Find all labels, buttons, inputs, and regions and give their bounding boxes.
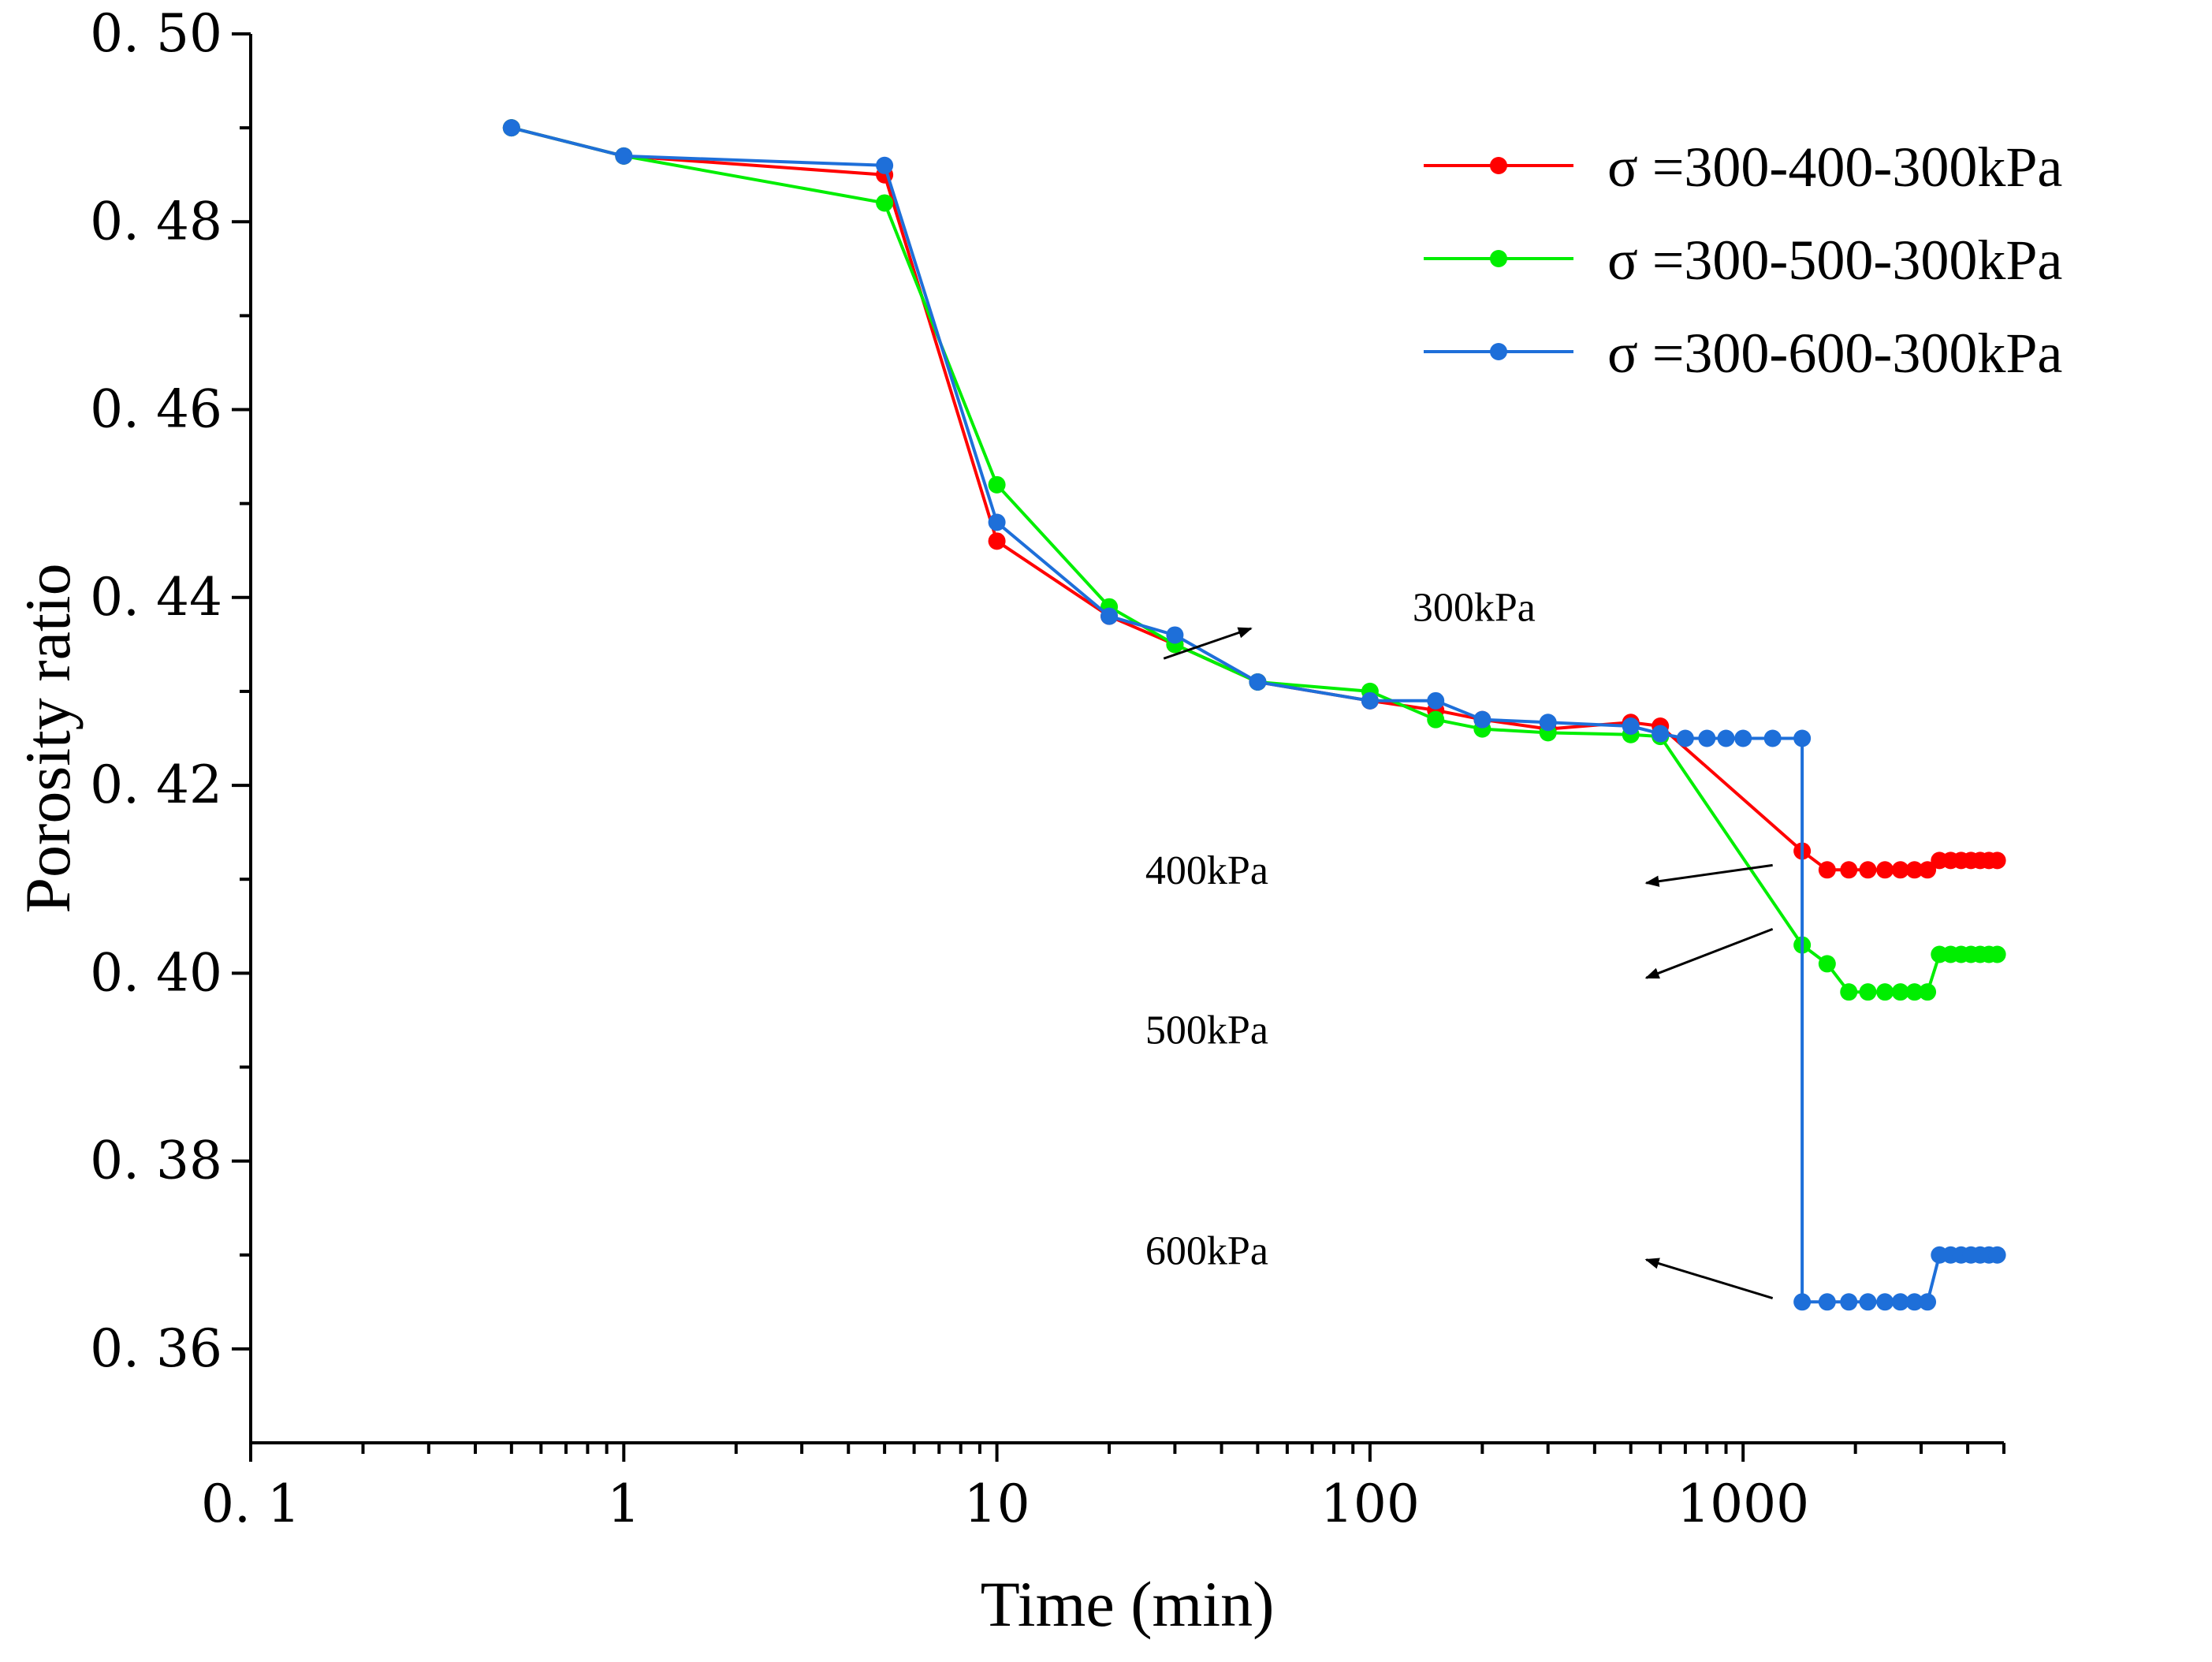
annotation-arrow [1644,863,1773,887]
legend-swatch-marker [1490,343,1507,360]
annotation-arrow [1163,627,1253,660]
data-point [1988,851,2006,870]
data-point [1473,710,1491,729]
data-point [1539,714,1557,732]
data-point [1891,983,1909,1001]
data-point [502,119,520,137]
series-layer [502,119,2006,1311]
x-tick-label: 0. 1 [201,1474,300,1534]
data-point [1905,1293,1923,1311]
legend-label: σ =300-600-300kPa [1607,322,2062,385]
data-point [1919,983,1937,1001]
annotation-arrow [1644,1258,1774,1299]
data-point [1919,861,1937,879]
y-axis-title: Porosity ratio [12,563,84,913]
data-point [876,194,894,212]
ticks: 0. 36 0. 38 0. 40 0. 42 0. 44 0. 46 0. 48 0. 50… [90,3,2005,1534]
annotation-label: 600kPa [1145,1229,1268,1274]
legend-label: σ =300-400-300kPa [1607,136,2062,199]
data-point [1249,673,1267,691]
data-point [1988,1246,2006,1264]
data-point [1100,607,1119,625]
legend: σ =300-400-300kPa σ =300-500-300kPa σ =300… [1424,136,2062,385]
x-axis-title: Time (min) [981,1568,1275,1640]
annotations: 300kPa 400kPa 500kPa 600kPa [1145,586,1774,1299]
data-point [1652,725,1670,743]
data-point [1166,626,1184,644]
data-point [1905,861,1923,879]
y-tick-label: 0. 40 [90,942,222,1003]
data-point [1840,861,1858,879]
data-point [1876,983,1894,1001]
y-tick-label: 0. 38 [90,1131,222,1191]
annotation-label: 400kPa [1145,848,1268,893]
data-point [1818,861,1836,879]
data-point [615,147,633,165]
data-point [1905,983,1923,1001]
data-point [1840,983,1858,1001]
data-point [1676,729,1694,747]
data-point [1427,710,1445,729]
data-point [1859,983,1877,1001]
y-tick-label: 0. 50 [90,3,222,64]
legend-label: σ =300-500-300kPa [1607,229,2062,292]
legend-swatch-marker [1490,157,1507,174]
data-point [1859,1293,1877,1311]
y-tick-label: 0. 46 [90,379,222,440]
data-point [1919,1293,1937,1311]
legend-item-3: σ =300-600-300kPa [1424,322,2062,385]
data-point [1876,1293,1894,1311]
data-point [1876,861,1894,879]
data-point [1793,1293,1812,1311]
data-point [1891,1293,1909,1311]
annotation-label: 300kPa [1413,586,1536,631]
annotation-label: 500kPa [1145,1008,1268,1053]
data-point [1891,861,1909,879]
data-point [1840,1293,1858,1311]
data-point [876,156,894,174]
data-point [1361,691,1379,710]
data-point [1988,945,2006,963]
data-point [988,475,1006,494]
data-point [1793,729,1812,747]
data-point [1818,955,1836,973]
data-point [1763,729,1782,747]
y-tick-label: 0. 44 [90,567,222,628]
annotation-arrow [1644,927,1774,979]
data-point [988,532,1006,550]
data-point [1734,729,1752,747]
y-tick-label: 0. 42 [90,755,222,815]
data-point [1818,1293,1836,1311]
data-point [1427,691,1445,710]
data-point [1622,717,1640,736]
series-3 [502,119,2006,1311]
legend-item-2: σ =300-500-300kPa [1424,229,2062,292]
y-tick-label: 0. 36 [90,1318,222,1379]
y-tick-label: 0. 48 [90,191,222,252]
x-tick-label: 1000 [1677,1474,1809,1534]
data-point [1717,729,1735,747]
data-point [988,513,1006,531]
legend-item-1: σ =300-400-300kPa [1424,136,2062,199]
data-point [1698,729,1716,747]
series-line [511,126,1998,1304]
legend-swatch-marker [1490,250,1507,267]
data-point [1859,861,1877,879]
x-tick-label: 1 [607,1474,640,1534]
x-tick-label: 10 [964,1474,1030,1534]
x-tick-label: 100 [1320,1474,1420,1534]
